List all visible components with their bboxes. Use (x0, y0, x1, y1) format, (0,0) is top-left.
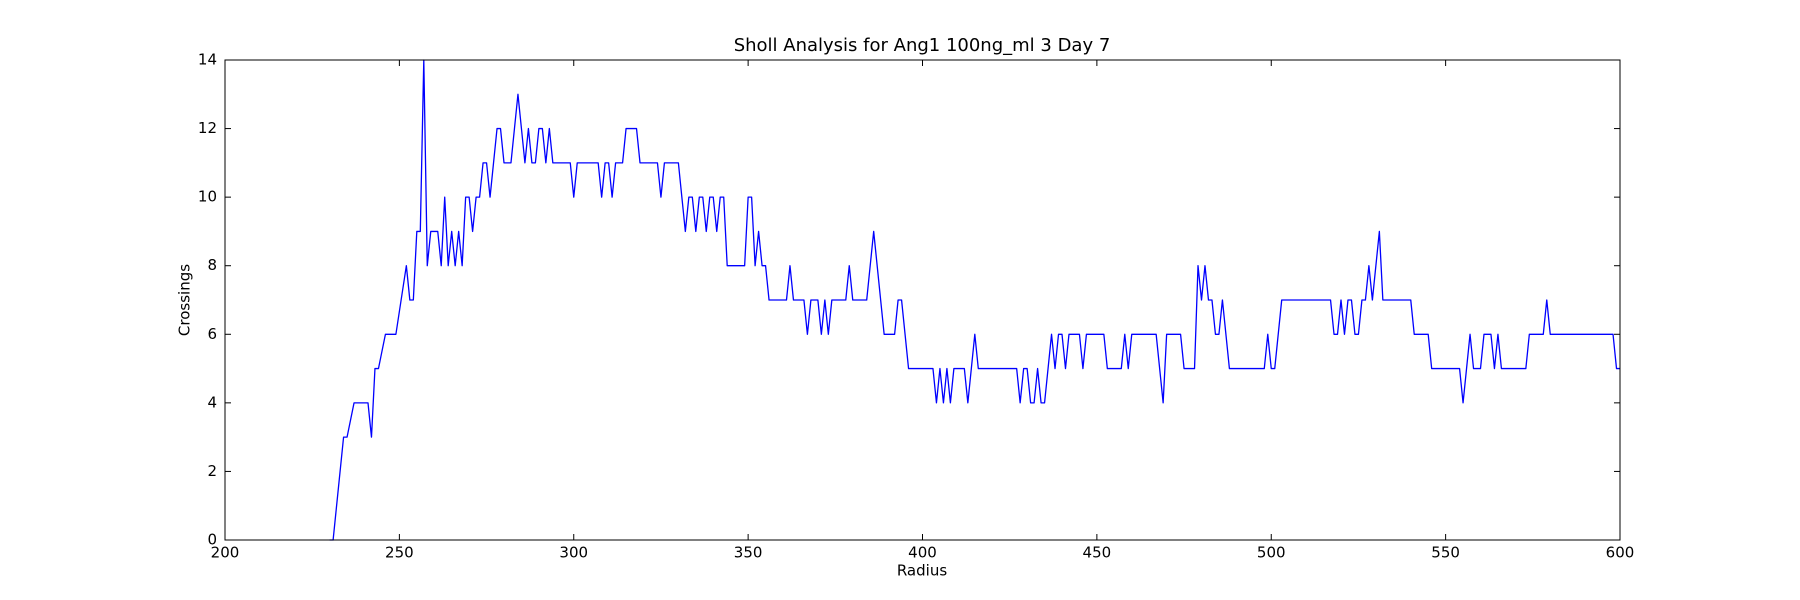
y-tick-label: 6 (207, 325, 217, 343)
x-tick-label: 400 (908, 544, 937, 562)
y-tick-label: 14 (198, 51, 217, 69)
x-tick-label: 450 (1083, 544, 1112, 562)
x-tick-label: 500 (1257, 544, 1286, 562)
x-tick-label: 200 (211, 544, 240, 562)
y-tick-label: 8 (207, 256, 217, 274)
x-tick-label: 350 (734, 544, 763, 562)
y-tick-label: 4 (207, 393, 217, 411)
x-axis-label: Radius (897, 562, 947, 580)
x-tick-label: 250 (385, 544, 414, 562)
y-tick-label: 12 (198, 119, 217, 137)
x-tick-label: 600 (1606, 544, 1635, 562)
x-tick-label: 550 (1431, 544, 1460, 562)
data-line (329, 59, 1620, 541)
chart-title: Sholl Analysis for Ang1 100ng_ml 3 Day 7 (734, 35, 1111, 56)
y-tick-label: 2 (207, 462, 217, 480)
x-tick-label: 300 (559, 544, 588, 562)
y-tick-label: 10 (198, 188, 217, 206)
plot-frame (224, 59, 1621, 541)
y-tick-label: 0 (207, 531, 217, 549)
y-axis-label: Crossings (176, 264, 194, 336)
